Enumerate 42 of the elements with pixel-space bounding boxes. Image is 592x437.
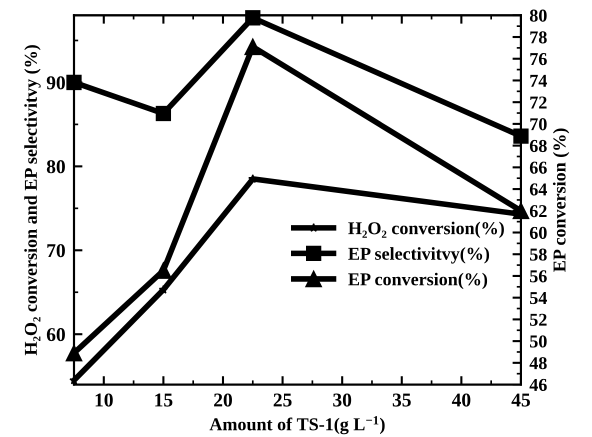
y-tick-label: 70 — [47, 244, 65, 258]
x-tick-label: 40 — [452, 393, 470, 407]
y-tick-label: 60 — [46, 328, 65, 342]
y2-tick-label: 48 — [530, 357, 547, 370]
legend-label: EP selectivitvy(%) — [348, 247, 490, 264]
y2-tick-label: 56 — [530, 270, 547, 282]
y2-tick-label: 58 — [530, 248, 547, 261]
x-tick-label: 20 — [214, 393, 232, 407]
legend-label: EP conversion(%) — [348, 272, 488, 290]
y2-tick-label: 66 — [530, 162, 547, 174]
y2-tick-label: 60 — [530, 226, 547, 239]
y2-tick-label: 54 — [530, 292, 548, 304]
y2-tick-label: 62 — [530, 205, 547, 218]
y2-tick-label: 46 — [530, 378, 547, 391]
y2-tick-label: 80 — [530, 10, 547, 22]
point — [156, 106, 172, 122]
x-tick-label: 45 — [512, 394, 530, 407]
y2-tick-label: 50 — [530, 335, 547, 348]
x-tick-label: 25 — [274, 394, 292, 407]
x-tick-label: 30 — [333, 393, 352, 407]
point — [245, 10, 260, 26]
y2-tick-label: 70 — [530, 118, 547, 130]
y2-axis-title: EP conversion (%) — [552, 128, 570, 272]
x-tick-label: 10 — [96, 393, 113, 407]
y2-tick-label: 52 — [530, 314, 547, 326]
y-tick-label: 80 — [46, 160, 65, 174]
y2-tick-label: 72 — [530, 96, 547, 108]
x-tick-label: 35 — [392, 394, 411, 407]
y2-tick-label: 74 — [530, 74, 548, 87]
y-tick-label: 90 — [46, 76, 65, 90]
point — [66, 344, 82, 362]
point — [244, 38, 262, 56]
point — [158, 284, 168, 294]
y2-tick-label: 64 — [530, 183, 548, 196]
y2-tick-label: 68 — [530, 140, 547, 152]
x-axis-title: Amount of TS-1(g L$^{−1}$) — [210, 416, 385, 434]
legend-label: H₂O₂ conversion(%) — [348, 222, 504, 238]
y2-tick-label: 78 — [530, 31, 547, 44]
y-axis-title: H₂O₂ conversion and EP selectivitvy (%) — [24, 45, 41, 356]
x-tick-label: 15 — [155, 394, 172, 407]
point — [512, 202, 530, 220]
y2-tick-label: 76 — [530, 53, 547, 66]
